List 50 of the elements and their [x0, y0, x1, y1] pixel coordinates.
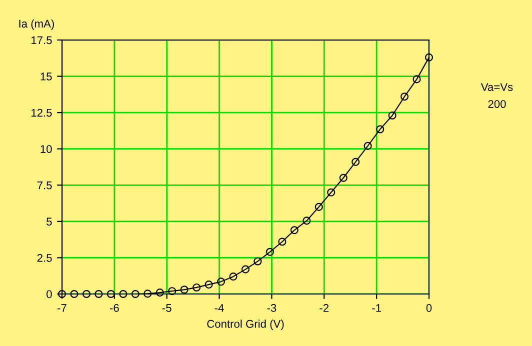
point: [278, 238, 286, 246]
point: [254, 257, 262, 266]
point: [82, 290, 91, 298]
x-tick-label: -2: [320, 304, 329, 312]
point: [364, 142, 372, 150]
point: [302, 216, 311, 225]
y-tick-label: 2.5: [37, 254, 52, 262]
point: [352, 158, 360, 166]
y-tick-label: 10: [40, 145, 52, 153]
point: [216, 278, 226, 286]
x-tick-label: -6: [110, 304, 119, 312]
x-tick-label: -3: [267, 304, 276, 312]
x-tick-label: -1: [372, 304, 381, 312]
point: [180, 286, 188, 294]
x-tick-label: -4: [214, 304, 224, 312]
point: [204, 280, 213, 289]
y-axis-title: Ia (mA): [19, 19, 54, 30]
x-tick-label: 0: [426, 304, 432, 312]
point: [94, 290, 103, 298]
point: [266, 248, 274, 256]
y-tick-label: 7.5: [37, 182, 52, 190]
y-tick-label: 5: [46, 218, 52, 226]
point: [290, 226, 298, 234]
point: [327, 188, 336, 196]
point: [70, 290, 78, 298]
point: [400, 92, 409, 101]
point: [314, 202, 323, 211]
y-tick-label: 0: [46, 290, 52, 298]
point: [144, 290, 152, 298]
point: [241, 265, 250, 274]
point: [192, 283, 201, 292]
point: [376, 125, 384, 134]
y-tick-label: 15: [40, 72, 52, 80]
point: [168, 287, 176, 296]
text: 200: [488, 100, 506, 108]
y-tick-label: 17.5: [32, 36, 52, 44]
point: [156, 288, 164, 297]
y-tick-label: 12.5: [32, 108, 52, 117]
x-tick-label: -7: [58, 304, 66, 312]
point: [424, 53, 434, 62]
point: [119, 290, 128, 298]
point: [131, 290, 140, 298]
text: Va=Vs: [480, 83, 513, 91]
point: [106, 290, 115, 298]
x-tick-label: -5: [162, 304, 172, 312]
x-axis-title: Control Grid (V): [207, 320, 284, 330]
point: [412, 75, 421, 84]
point: [229, 272, 238, 281]
point: [339, 174, 348, 182]
point: [388, 111, 396, 120]
